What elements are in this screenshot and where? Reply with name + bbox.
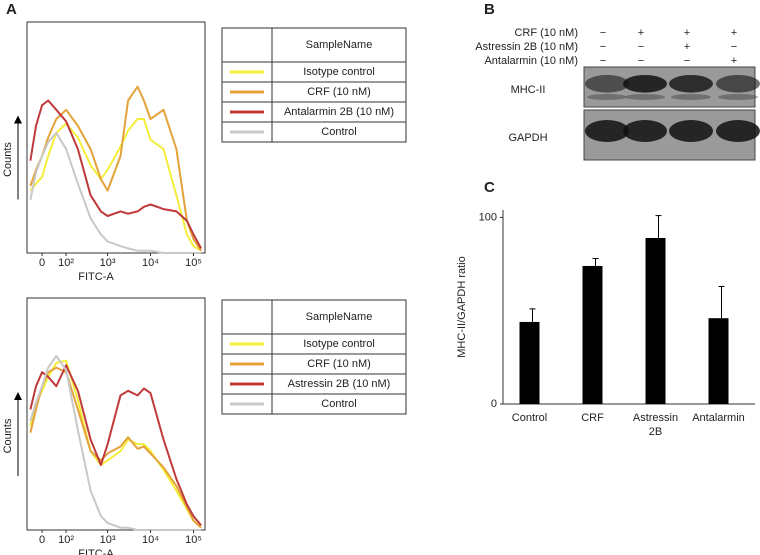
panel-label: A <box>6 1 17 18</box>
blot-band <box>585 120 629 142</box>
condition-label: Antalarmin (10 nM) <box>484 55 578 67</box>
plot-frame <box>26 297 206 531</box>
treatment-sign: + <box>731 27 737 39</box>
y-tick-label: 100 <box>479 211 497 223</box>
condition-label: CRF (10 nM) <box>514 27 578 39</box>
treatment-sign: + <box>684 41 690 53</box>
band-label: MHC-II <box>511 84 546 96</box>
legend-entry: CRF (10 nM) <box>307 358 371 370</box>
x-tick-label: 10⁴ <box>142 534 159 546</box>
blot-band <box>587 94 627 100</box>
condition-label: Astressin 2B (10 nM) <box>475 41 578 53</box>
treatment-sign: − <box>638 41 644 53</box>
blot-band <box>669 120 713 142</box>
bar <box>645 237 666 404</box>
legend-entry: Isotype control <box>303 338 375 350</box>
y-arrow-head <box>14 392 22 400</box>
panel-label: B <box>484 1 495 18</box>
y-arrow-head <box>14 115 22 124</box>
treatment-sign: + <box>731 55 737 67</box>
panel-label: C <box>484 179 495 196</box>
treatment-sign: − <box>600 55 606 67</box>
histogram-line <box>29 364 202 527</box>
bar <box>519 321 540 404</box>
y-tick-label: 0 <box>491 398 497 410</box>
treatment-sign: − <box>684 55 690 67</box>
x-axis-label: FITC-A <box>78 271 114 283</box>
treatment-sign: − <box>600 27 606 39</box>
blot-band <box>718 94 758 100</box>
legend-entry: CRF (10 nM) <box>307 86 371 98</box>
x-tick-label: 10² <box>58 257 74 269</box>
histogram-line <box>29 131 202 254</box>
legend-table <box>221 299 407 415</box>
band-label: GAPDH <box>508 132 547 144</box>
x-tick-label-line: 2B <box>649 426 662 438</box>
legend-table <box>221 27 407 143</box>
y-axis-label: Counts <box>2 142 14 177</box>
blot-band <box>625 94 665 100</box>
x-tick-label: 10² <box>58 534 74 546</box>
blot-band <box>716 120 760 142</box>
x-axis-label: FITC-A <box>78 548 114 555</box>
plot-frame <box>26 21 206 254</box>
histogram-line <box>29 85 202 252</box>
x-tick-label: 10⁵ <box>185 534 202 546</box>
histogram-line <box>29 359 202 529</box>
legend-entry: Isotype control <box>303 66 375 78</box>
histogram-line <box>29 355 202 531</box>
x-tick-label: Antalarmin <box>692 412 745 424</box>
blot-band <box>623 75 667 93</box>
legend-entry: Control <box>321 398 356 410</box>
x-tick-label: CRF <box>581 412 604 424</box>
x-tick-label: 0 <box>39 257 45 269</box>
histogram-line <box>29 118 202 252</box>
treatment-sign: + <box>684 27 690 39</box>
treatment-sign: − <box>600 41 606 53</box>
y-axis-label: MHC-II/GAPDH ratio <box>456 256 468 357</box>
blot-band <box>585 75 629 93</box>
legend-entry: Astressin 2B (10 nM) <box>288 378 391 390</box>
legend-entry: Antalarmin 2B (10 nM) <box>284 106 394 118</box>
y-axis-label: Counts <box>2 418 14 453</box>
x-tick-label: Astressin 2B <box>633 412 678 438</box>
treatment-sign: − <box>638 55 644 67</box>
x-tick-label: 10³ <box>100 257 116 269</box>
x-tick-label-line: Astressin <box>633 412 678 424</box>
x-tick-label: 10⁵ <box>185 257 202 269</box>
legend-title: SampleName <box>306 311 373 323</box>
x-tick-label: Control <box>512 412 547 424</box>
blot-band <box>716 75 760 93</box>
treatment-sign: − <box>731 41 737 53</box>
x-tick-label: 10⁴ <box>142 257 159 269</box>
blot-band <box>669 75 713 93</box>
blot-band <box>671 94 711 100</box>
x-tick-label: 0 <box>39 534 45 546</box>
blot-band <box>623 120 667 142</box>
treatment-sign: + <box>638 27 644 39</box>
bar <box>708 318 729 404</box>
legend-title: SampleName <box>306 39 373 51</box>
histogram-line <box>29 99 202 249</box>
bar <box>582 265 603 404</box>
histogram-line <box>29 366 202 529</box>
x-tick-label: 10³ <box>100 534 116 546</box>
legend-entry: Control <box>321 126 356 138</box>
